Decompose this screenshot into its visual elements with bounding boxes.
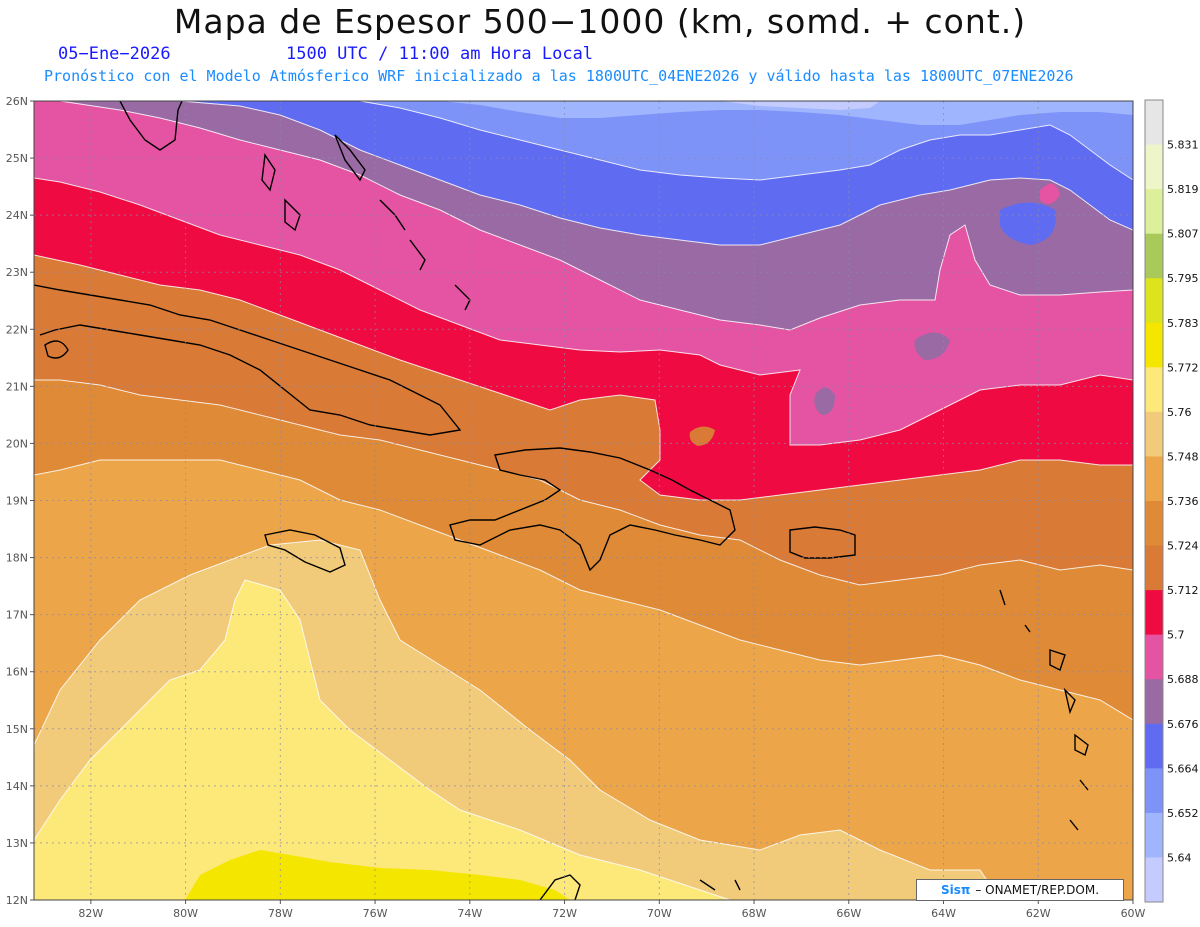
band-5760 (34, 580, 730, 900)
colorbar-swatch (1145, 189, 1163, 235)
colorbar-swatch (1145, 367, 1163, 413)
colorbar-label: 5.664 (1167, 762, 1199, 775)
brand-logo: Sisπ (940, 883, 971, 897)
lat-label: 21N (6, 380, 28, 393)
colorbar-swatch (1145, 233, 1163, 279)
lat-label: 14N (6, 780, 28, 793)
lat-label: 22N (6, 323, 28, 336)
colorbar-label: 5.819 (1167, 183, 1199, 196)
colorbar-label: 5.676 (1167, 718, 1199, 731)
blob-orange-1 (689, 426, 715, 446)
colorbar-label: 5.807 (1167, 228, 1199, 241)
lat-label: 13N (6, 837, 28, 850)
colorbar-swatch (1145, 411, 1163, 457)
map-title: Mapa de Espesor 500−1000 (km, somd. + co… (173, 2, 1027, 41)
lat-label: 12N (6, 894, 28, 907)
colorbar-label: 5.64 (1167, 851, 1192, 864)
lat-label: 23N (6, 266, 28, 279)
colorbar-swatch (1145, 144, 1163, 190)
latitude-axis: 26N 25N 24N 23N 22N 21N 20N 19N 18N 17N 16N 15N 14N 1… (6, 95, 34, 907)
colorbar-swatch (1145, 723, 1163, 769)
lon-label: 74W (457, 907, 482, 920)
colorbar-swatch (1145, 322, 1163, 368)
band-5772 (185, 850, 570, 900)
thickness-contours (34, 101, 1133, 900)
lon-label: 78W (268, 907, 293, 920)
colorbar-swatch (1145, 590, 1163, 636)
lat-label: 26N (6, 95, 28, 108)
colorbar-label: 5.652 (1167, 807, 1199, 820)
colorbar-swatch (1145, 679, 1163, 725)
lon-label: 62W (1026, 907, 1051, 920)
lat-label: 20N (6, 437, 28, 450)
forecast-description: Pronóstico con el Modelo Atmósferico WRF… (44, 67, 1074, 85)
lon-label: 60W (1121, 907, 1146, 920)
colorbar-label: 5.748 (1167, 450, 1199, 463)
colorbar-label: 5.76 (1167, 406, 1192, 419)
lat-label: 17N (6, 609, 28, 622)
lat-label: 24N (6, 209, 28, 222)
colorbar-swatch (1145, 812, 1163, 858)
lon-label: 80W (173, 907, 198, 920)
colorbar-swatch (1145, 278, 1163, 324)
colorbar-label: 5.712 (1167, 584, 1199, 597)
forecast-time: 1500 UTC / 11:00 am Hora Local (286, 44, 594, 64)
credit-text: – ONAMET/REP.DOM. (975, 883, 1100, 897)
lat-label: 19N (6, 495, 28, 508)
colorbar-label: 5.783 (1167, 317, 1199, 330)
lat-label: 25N (6, 152, 28, 165)
lat-label: 15N (6, 723, 28, 736)
lon-label: 76W (363, 907, 388, 920)
colorbar-frame (1144, 99, 1164, 903)
colorbar-label: 5.831 (1167, 139, 1199, 152)
band-5630 (720, 101, 880, 110)
colorbar-swatch (1145, 100, 1163, 146)
blob-blue-east (1000, 202, 1056, 245)
lon-label: 82W (78, 907, 103, 920)
band-5640 (400, 101, 1133, 125)
forecast-date: 05−Ene−2026 (58, 44, 171, 64)
lon-label: 64W (931, 907, 956, 920)
lon-label: 72W (552, 907, 577, 920)
colorbar-swatch (1145, 634, 1163, 680)
lon-label: 68W (742, 907, 767, 920)
colorbar-swatch (1145, 857, 1163, 903)
colorbar-swatch (1145, 545, 1163, 591)
lon-label: 70W (647, 907, 672, 920)
blob-purple-1 (914, 332, 950, 360)
blob-purple-2 (814, 387, 835, 415)
lat-label: 16N (6, 666, 28, 679)
colorbar-label: 5.724 (1167, 540, 1199, 553)
colorbar-swatch (1145, 501, 1163, 547)
blob-pink-east (1040, 183, 1060, 204)
lat-label: 18N (6, 552, 28, 565)
colorbar-label: 5.7 (1167, 629, 1185, 642)
longitude-axis: 82W 80W 78W 76W 74W 72W 70W 68W 66W 64W 62W 60W (78, 900, 1146, 920)
colorbar-label: 5.795 (1167, 272, 1199, 285)
colorbar-label: 5.736 (1167, 495, 1199, 508)
colorbar-swatch (1145, 768, 1163, 814)
colorbar: 5.831 5.819 5.807 5.795 5.783 5.772 5.76 5.748 5… (1144, 99, 1199, 903)
colorbar-swatch (1145, 456, 1163, 502)
lon-label: 66W (836, 907, 861, 920)
coastlines (34, 101, 1089, 900)
colorbar-label: 5.688 (1167, 673, 1199, 686)
lat-lon-grid (34, 101, 1133, 900)
colorbar-label: 5.772 (1167, 361, 1199, 374)
credit-box: Sisπ – ONAMET/REP.DOM. (916, 879, 1124, 901)
